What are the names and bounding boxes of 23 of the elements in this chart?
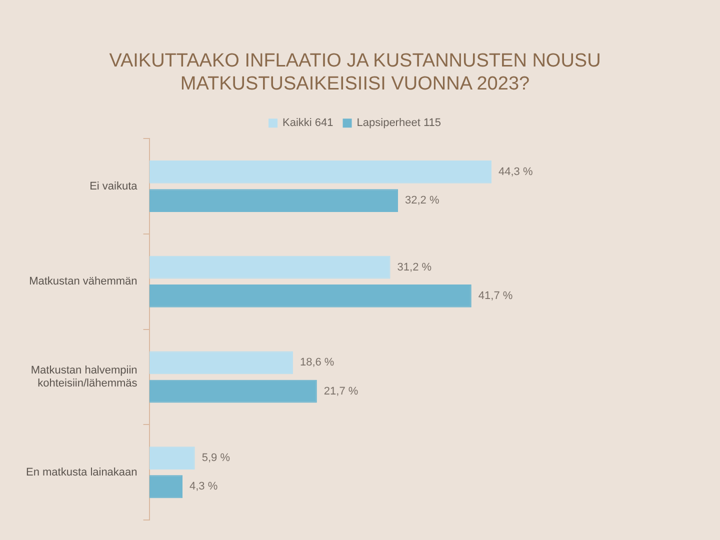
y-tick-label: Matkustan vähemmän	[29, 276, 138, 288]
bar	[149, 380, 317, 403]
data-label: 44,3 %	[498, 166, 533, 178]
data-label: 31,2 %	[397, 261, 432, 274]
data-label: 32,2 %	[405, 194, 440, 207]
bar	[149, 189, 398, 212]
bar	[149, 256, 390, 279]
data-label: 41,7 %	[478, 290, 513, 302]
data-label: 4,3 %	[190, 480, 218, 493]
bar	[149, 284, 472, 308]
bar	[149, 351, 293, 374]
legend-label: Kaikki 641	[282, 117, 334, 130]
data-label: 21,7 %	[324, 385, 358, 398]
chart-title: VAIKUTTAAKO INFLAATIO JA KUSTANNUSTEN NOUSU MATKUSTUSAIKEISIISI VUONNA 2023?	[109, 50, 601, 94]
y-tick-label: En matkusta lainakaan	[26, 466, 138, 478]
bar	[149, 160, 492, 184]
y-tick-label: Matkustan halvempiin kohteisiin/lähemmäs	[30, 364, 138, 390]
legend-label: Lapsiperheet 115	[356, 117, 441, 130]
data-label: 18,6 %	[300, 356, 334, 369]
bar	[149, 446, 195, 470]
data-label: 5,9 %	[202, 452, 230, 464]
bar	[149, 475, 183, 498]
y-tick-label: Ei vaikuta	[90, 180, 138, 192]
